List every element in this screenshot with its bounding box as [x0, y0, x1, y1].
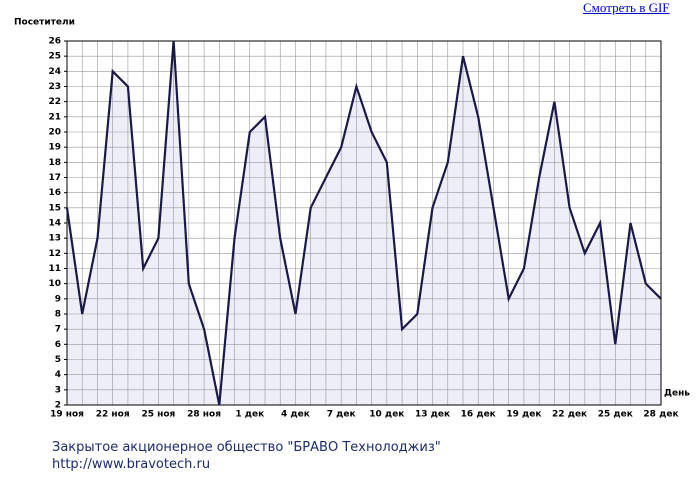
x-tick-label: 25 дек [598, 410, 633, 420]
y-tick-label: 26 [48, 37, 61, 47]
y-tick-label: 7 [55, 325, 61, 335]
y-tick-label: 9 [55, 294, 61, 304]
footer-url: http://www.bravotech.ru [52, 457, 211, 472]
chart: Посетители День 234567891011121314151617… [14, 18, 690, 420]
x-tick-label: 22 дек [552, 410, 587, 420]
x-tick-label: 7 дек [327, 410, 356, 420]
y-tick-label: 16 [48, 188, 61, 198]
y-tick-label: 12 [48, 249, 61, 259]
y-tick-label: 21 [48, 112, 61, 122]
y-tick-label: 2 [55, 401, 61, 411]
x-tick-label: 28 дек [643, 410, 678, 420]
y-tick-label: 6 [55, 340, 61, 350]
y-tick-label: 19 [48, 143, 61, 153]
y-tick-label: 24 [48, 67, 61, 77]
footer-company: Закрытое акционерное общество "БРАВО Тех… [52, 440, 441, 455]
y-tick-label: 13 [48, 234, 61, 244]
x-tick-label: 13 дек [415, 410, 450, 420]
y-tick-label: 22 [48, 97, 61, 107]
y-tick-label: 23 [48, 82, 61, 92]
y-tick-label: 11 [48, 264, 61, 274]
x-axis-label: День [664, 389, 690, 399]
y-tick-label: 17 [48, 173, 61, 183]
x-tick-label: 16 дек [461, 410, 496, 420]
y-tick-label: 20 [48, 128, 61, 138]
line [65, 40, 662, 406]
x-tick-label: 28 ноя [187, 410, 221, 420]
x-tick-label: 1 дек [235, 410, 264, 420]
y-tick-label: 5 [55, 355, 61, 365]
y-tick-label: 14 [48, 219, 61, 229]
y-tick-label: 8 [55, 310, 61, 320]
x-tick-label: 25 ноя [141, 410, 175, 420]
gif-link[interactable]: Смотреть в GIF [583, 0, 670, 15]
y-tick-label: 25 [48, 52, 61, 62]
plot-border [66, 40, 662, 406]
y-tick-label: 10 [48, 279, 61, 289]
x-tick-label: 4 дек [281, 410, 310, 420]
y-tick-label: 18 [48, 158, 61, 168]
x-tick-label: 22 ноя [96, 410, 130, 420]
y-tick-label: 4 [55, 370, 61, 380]
y-tick-label: 15 [48, 203, 61, 213]
x-tick-label: 19 дек [506, 410, 541, 420]
y-tick-label: 3 [55, 385, 61, 395]
x-tick-label: 19 ноя [50, 410, 84, 420]
y-axis-label: Посетители [14, 18, 75, 28]
x-tick-label: 10 дек [369, 410, 404, 420]
